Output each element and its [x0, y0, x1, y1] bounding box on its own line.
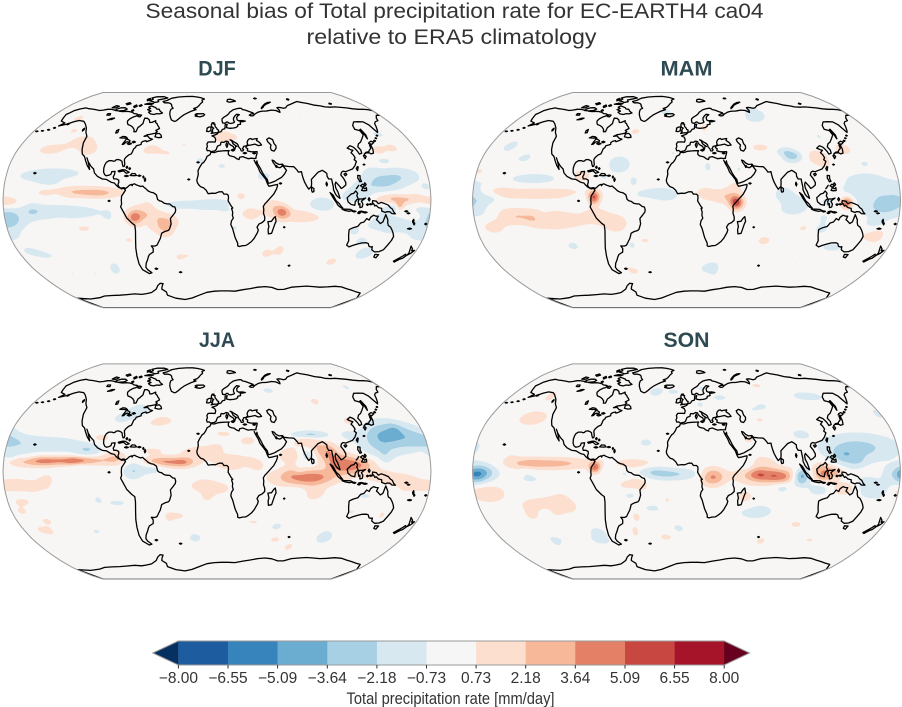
- svg-text:Seasonal bias of Total precipi: Seasonal bias of Total precipitation rat…: [146, 0, 764, 23]
- svg-text:JJA: JJA: [199, 329, 235, 352]
- svg-text:−6.55: −6.55: [208, 670, 247, 687]
- svg-text:relative to ERA5 climatology: relative to ERA5 climatology: [307, 26, 598, 49]
- svg-text:0.73: 0.73: [461, 670, 491, 687]
- svg-text:SON: SON: [664, 329, 710, 352]
- svg-text:−0.73: −0.73: [407, 670, 446, 687]
- svg-text:8.00: 8.00: [709, 670, 740, 687]
- svg-text:−2.18: −2.18: [357, 670, 396, 687]
- svg-text:MAM: MAM: [661, 58, 713, 81]
- svg-text:5.09: 5.09: [610, 670, 640, 687]
- svg-text:−3.64: −3.64: [308, 670, 348, 687]
- svg-text:Total precipitation rate [mm/d: Total precipitation rate [mm/day]: [347, 690, 555, 707]
- svg-text:DJF: DJF: [198, 58, 236, 81]
- svg-text:3.64: 3.64: [560, 670, 591, 687]
- svg-text:2.18: 2.18: [511, 670, 541, 687]
- svg-text:6.55: 6.55: [660, 670, 690, 687]
- svg-text:−5.09: −5.09: [258, 670, 297, 687]
- svg-text:−8.00: −8.00: [159, 670, 199, 687]
